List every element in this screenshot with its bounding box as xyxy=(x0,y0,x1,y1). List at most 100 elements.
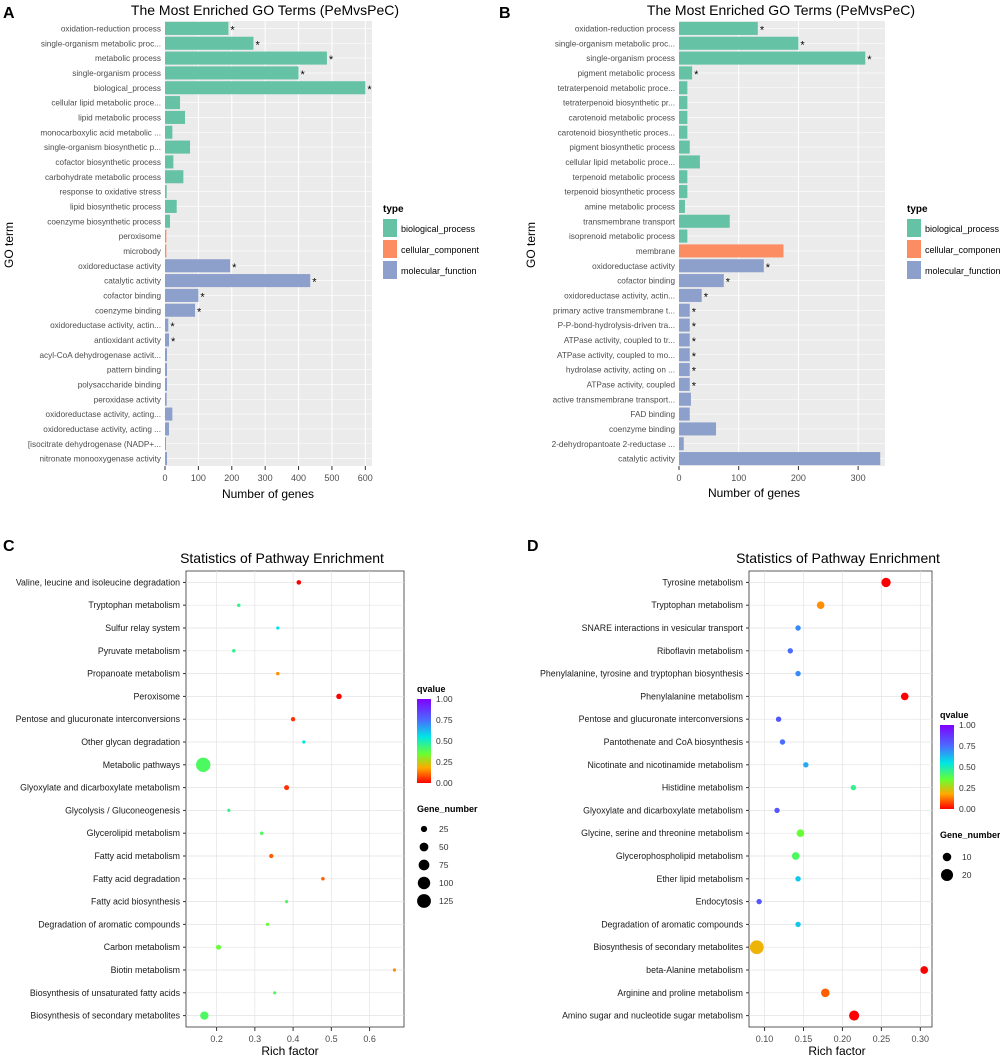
y-tick-label: biological_process xyxy=(94,84,161,93)
significance-marker: * xyxy=(170,321,175,333)
x-tick-label: 100 xyxy=(731,473,746,483)
y-tick-label: ATPase activity, coupled to mo... xyxy=(557,351,675,360)
bar xyxy=(679,51,866,65)
pathway-point xyxy=(849,1010,860,1021)
y-tick-label: [isocitrate dehydrogenase (NADP+... xyxy=(28,440,161,449)
legend-title: type xyxy=(383,204,404,215)
x-tick-label: 0.25 xyxy=(873,1034,891,1044)
y-tick-label: Biosynthesis of secondary metabolites xyxy=(30,1011,180,1021)
pathway-point xyxy=(302,740,306,744)
y-tick-label: monocarboxylic acid metabolic ... xyxy=(40,128,161,137)
x-tick-label: 600 xyxy=(358,473,373,483)
chart-title: The Most Enriched GO Terms (PeMvsPeC) xyxy=(131,2,399,18)
size-legend-label: 125 xyxy=(439,896,453,906)
size-legend-label: 75 xyxy=(439,860,449,870)
y-tick-label: oxidoreductase activity, acting ... xyxy=(43,425,161,434)
y-tick-labels: oxidation-reduction process single-organi… xyxy=(28,24,162,463)
y-tick-label: Riboflavin metabolism xyxy=(657,646,743,656)
chart-title: The Most Enriched GO Terms (PeMvsPeC) xyxy=(647,2,915,18)
size-legend-label: 50 xyxy=(439,842,449,852)
y-tick-label: cofactor binding xyxy=(103,291,161,300)
x-tick-label: 200 xyxy=(791,473,806,483)
pathway-point xyxy=(795,876,801,882)
bar xyxy=(165,259,231,273)
pathway-point xyxy=(392,968,397,972)
panel-label-c: C xyxy=(3,538,15,555)
bar xyxy=(679,288,702,302)
y-tick-label: cofactor binding xyxy=(617,277,675,286)
qvalue-legend: qvalue 1.000.750.500.250.00 Gene_number … xyxy=(417,684,478,908)
bar xyxy=(165,437,167,451)
legend-swatch-molecular-function xyxy=(383,261,397,279)
significance-marker: * xyxy=(692,380,697,392)
points xyxy=(749,577,929,1021)
bar xyxy=(165,185,167,199)
y-tick-label: hydrolase activity, acting on ... xyxy=(566,366,675,375)
y-tick-label: pattern binding xyxy=(107,366,162,375)
y-tick-label: antioxidant activity xyxy=(94,336,162,345)
x-tick-label: 0.15 xyxy=(795,1034,813,1044)
legend-label-molecular-function: molecular_function xyxy=(925,266,1000,276)
legend-title: Gene_number xyxy=(417,804,478,814)
colorbar-tick-label: 0.50 xyxy=(959,762,976,772)
legend-label-cellular-component: cellular_component xyxy=(401,245,480,255)
x-tick-label: 0.30 xyxy=(912,1034,930,1044)
y-tick-label: ATPase activity, coupled xyxy=(587,380,676,389)
bar xyxy=(679,125,688,139)
y-tick-label: carbohydrate metabolic process xyxy=(45,173,161,182)
bar xyxy=(165,377,168,391)
y-tick-label: Pentose and glucuronate interconversions xyxy=(16,714,181,724)
bar xyxy=(165,318,169,332)
legend-title: Gene_number xyxy=(940,830,1000,840)
y-tick-label: 2-dehydropantoate 2-reductase ... xyxy=(552,440,675,449)
y-tick-labels: Tyrosine metabolism Tryptophan metabolism… xyxy=(540,577,749,1021)
significance-marker: * xyxy=(329,54,334,66)
bar xyxy=(165,140,191,154)
x-tick-labels: 0 100 200 300 xyxy=(676,466,866,483)
y-tick-label: single-organism process xyxy=(72,69,161,78)
y-tick-label: Fatty acid biosynthesis xyxy=(91,897,181,907)
bar xyxy=(679,185,688,199)
pathway-scatter-d: Statistics of Pathway Enrichment Rich fa… xyxy=(540,550,1000,1058)
pathway-point xyxy=(232,649,236,653)
y-tick-label: Degradation of aromatic compounds xyxy=(601,919,743,929)
chart-title: Statistics of Pathway Enrichment xyxy=(180,550,384,566)
y-tick-label: Tryptophan metabolism xyxy=(88,600,180,610)
bar xyxy=(679,214,730,228)
y-tick-label: Pantothenate and CoA biosynthesis xyxy=(604,737,744,747)
pathway-point xyxy=(881,577,891,588)
legend-swatch-biological-process xyxy=(383,219,397,237)
colorbar-tick-label: 0.75 xyxy=(959,741,976,751)
significance-marker: * xyxy=(692,336,697,348)
pathway-point xyxy=(795,670,801,677)
plot-background xyxy=(748,570,933,1028)
y-tick-label: Degradation of aromatic compounds xyxy=(38,919,180,929)
y-tick-label: single-organism biosynthetic p... xyxy=(44,143,161,152)
pathway-point xyxy=(774,807,780,814)
y-tick-label: P-P-bond-hydrolysis-driven tra... xyxy=(558,321,675,330)
bar xyxy=(679,377,690,391)
y-tick-label: pigment biosynthetic process xyxy=(569,143,675,152)
pathway-point xyxy=(795,921,801,928)
y-tick-label: single-organism metabolic proc... xyxy=(555,39,675,48)
size-legend-label: 20 xyxy=(962,870,972,880)
y-tick-label: Pyruvate metabolism xyxy=(98,646,180,656)
pathway-point xyxy=(749,940,764,955)
y-tick-label: Biosynthesis of secondary metabolites xyxy=(593,942,743,952)
bar xyxy=(165,288,199,302)
y-tick-label: Fatty acid degradation xyxy=(93,874,180,884)
plot-background xyxy=(185,570,405,1028)
y-tick-label: Phenylalanine, tyrosine and tryptophan b… xyxy=(540,669,744,679)
x-tick-label: 0.10 xyxy=(756,1034,774,1044)
significance-marker: * xyxy=(726,277,731,289)
pathway-point xyxy=(779,739,786,745)
bar xyxy=(165,303,196,317)
panel-label-d: D xyxy=(527,538,539,555)
y-tick-label: coenzyme binding xyxy=(95,306,161,315)
pathway-point xyxy=(276,626,280,630)
bar xyxy=(165,96,181,110)
size-legend-dot xyxy=(940,868,954,882)
y-tick-label: amine metabolic process xyxy=(584,202,675,211)
bar xyxy=(679,81,688,95)
